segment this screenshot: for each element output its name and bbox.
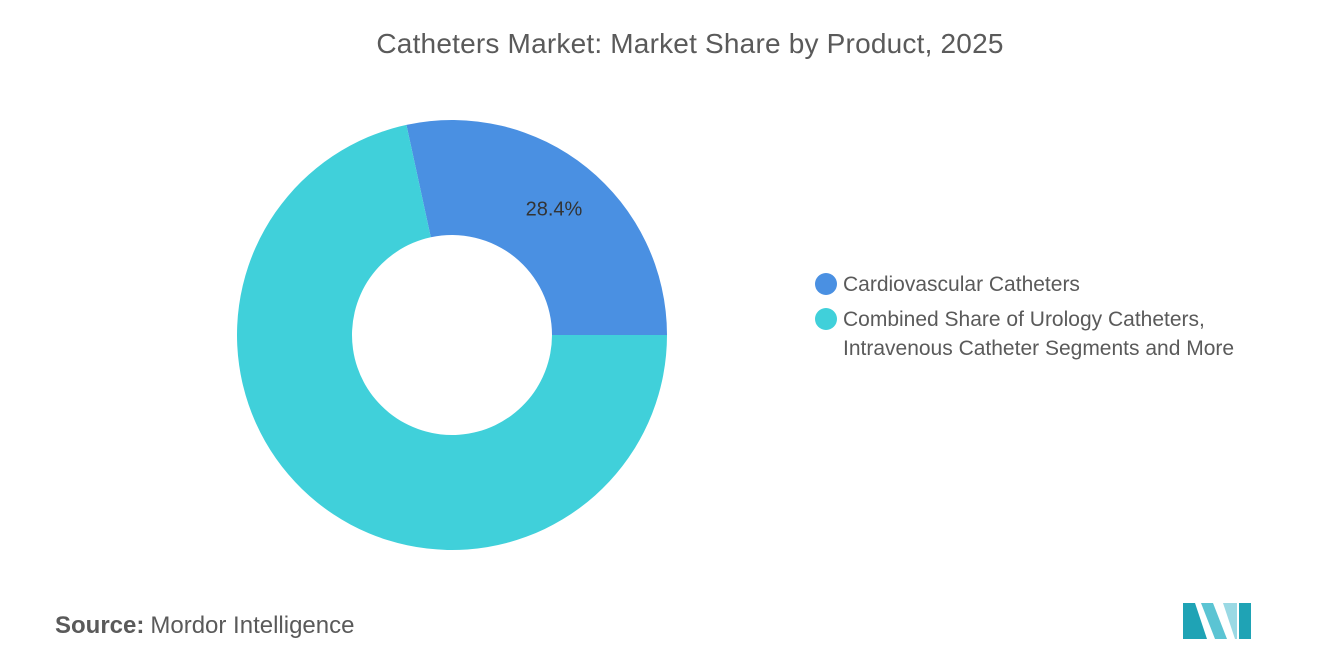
logo-shape-middle: [1201, 603, 1227, 639]
legend-label-cardiovascular: Cardiovascular Catheters: [843, 273, 1080, 296]
donut-data-labels: 28.4%: [526, 198, 583, 220]
source-text: Mordor Intelligence: [150, 612, 355, 639]
legend-item-cardiovascular[interactable]: Cardiovascular Catheters: [815, 270, 1285, 299]
donut-slice-0[interactable]: [406, 119, 667, 335]
mordor-intelligence-logo-icon: [1183, 603, 1251, 639]
data-label-0: 28.4%: [526, 198, 583, 220]
source-caption: Source: Mordor Intelligence: [55, 612, 354, 640]
chart-title: Catheters Market: Market Share by Produc…: [376, 28, 1004, 59]
source-prefix: Source:: [55, 612, 145, 639]
logo-shape-right-bar: [1239, 603, 1251, 639]
logo-shape-left: [1183, 603, 1207, 639]
donut-slices: [237, 119, 667, 551]
legend-label-combined-share: Combined Share of Urology Catheters, Int…: [843, 308, 1235, 360]
logo-shape-right: [1223, 603, 1237, 639]
legend-swatch-cardiovascular: [815, 273, 837, 295]
chart-legend: Cardiovascular Catheters Combined Share …: [815, 270, 1285, 369]
legend-swatch-combined-share: [815, 308, 837, 330]
legend-item-combined-share[interactable]: Combined Share of Urology Catheters, Int…: [815, 305, 1285, 363]
donut-slice-1[interactable]: [237, 124, 667, 551]
